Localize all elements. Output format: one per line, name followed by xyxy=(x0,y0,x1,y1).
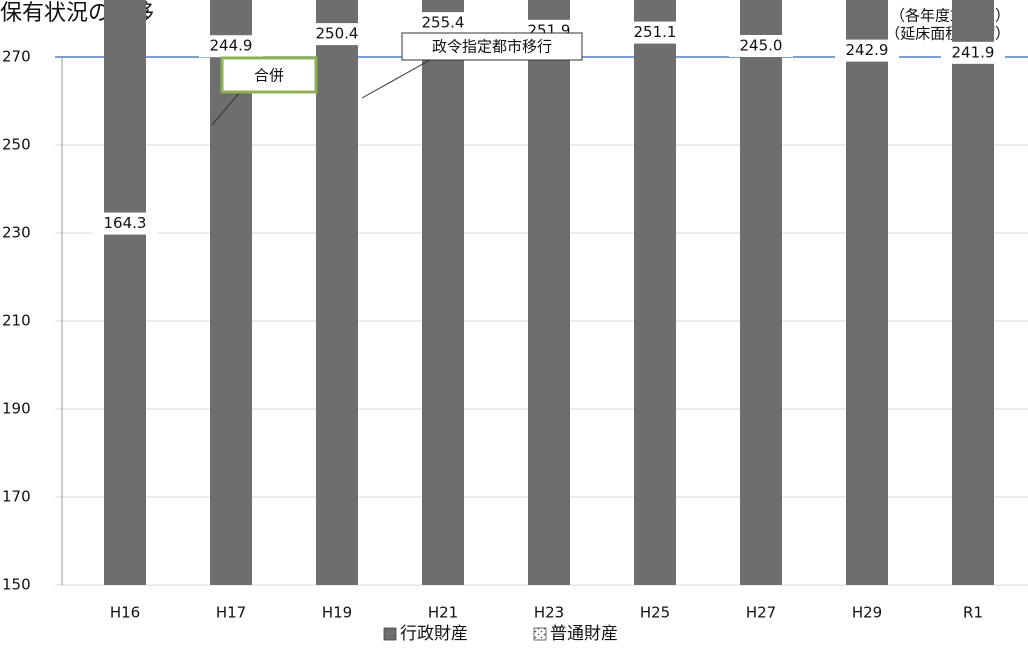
label-bg xyxy=(941,41,1005,64)
data-label: 244.9 xyxy=(210,37,253,55)
x-tick-label: H29 xyxy=(852,604,882,622)
y-tick-label: 150 xyxy=(2,576,31,594)
data-label: 242.9 xyxy=(846,41,889,59)
x-tick-label: H27 xyxy=(746,604,776,622)
annotation: 合併 xyxy=(254,67,284,85)
bar-segment xyxy=(210,0,252,586)
bar-segment xyxy=(740,0,782,585)
data-label: 250.4 xyxy=(316,25,359,43)
annotation: 政令指定都市移行 xyxy=(432,38,552,56)
bar-segment xyxy=(104,0,146,585)
y-tick-label: 230 xyxy=(2,224,31,242)
legend-swatch xyxy=(533,627,547,641)
label-bg xyxy=(199,35,263,58)
bar-segment xyxy=(952,0,994,585)
y-tick-label: 270 xyxy=(2,48,31,66)
label-bg xyxy=(305,23,369,46)
data-label: 245.0 xyxy=(740,37,783,55)
x-tick-label: R1 xyxy=(963,604,983,622)
annotation-box xyxy=(401,32,583,61)
bar-segment xyxy=(528,0,570,585)
label-bg xyxy=(411,12,475,35)
y-tick-label: 190 xyxy=(2,400,31,418)
label-bg xyxy=(729,35,793,57)
x-tick-label: H16 xyxy=(110,604,140,622)
data-label: 164.3 xyxy=(104,214,147,232)
y-tick-label: 250 xyxy=(2,136,31,154)
callout-line xyxy=(211,91,241,126)
legend-swatch xyxy=(383,627,397,641)
y-tick-label: 210 xyxy=(2,312,31,330)
label-bg xyxy=(623,21,687,44)
callout-line xyxy=(361,59,431,99)
x-tick-label: H23 xyxy=(534,604,564,622)
bar-segment xyxy=(634,0,676,585)
data-label: 251.1 xyxy=(634,23,677,41)
x-tick-label: H19 xyxy=(322,604,352,622)
y-tick-label: 170 xyxy=(2,488,31,506)
label-bg xyxy=(93,212,157,235)
bar-segment xyxy=(316,0,358,585)
bar-segment xyxy=(422,0,464,585)
x-tick-label: H21 xyxy=(428,604,458,622)
data-label: 241.9 xyxy=(952,43,995,61)
legend-label: 行政財産 xyxy=(400,624,468,644)
bar-segment xyxy=(846,0,888,585)
annotation-box xyxy=(220,56,318,94)
label-bg xyxy=(835,39,899,62)
x-tick-label: H25 xyxy=(640,604,670,622)
data-label: 255.4 xyxy=(422,14,465,32)
x-tick-label: H17 xyxy=(216,604,246,622)
legend-label: 普通財産 xyxy=(550,624,618,644)
